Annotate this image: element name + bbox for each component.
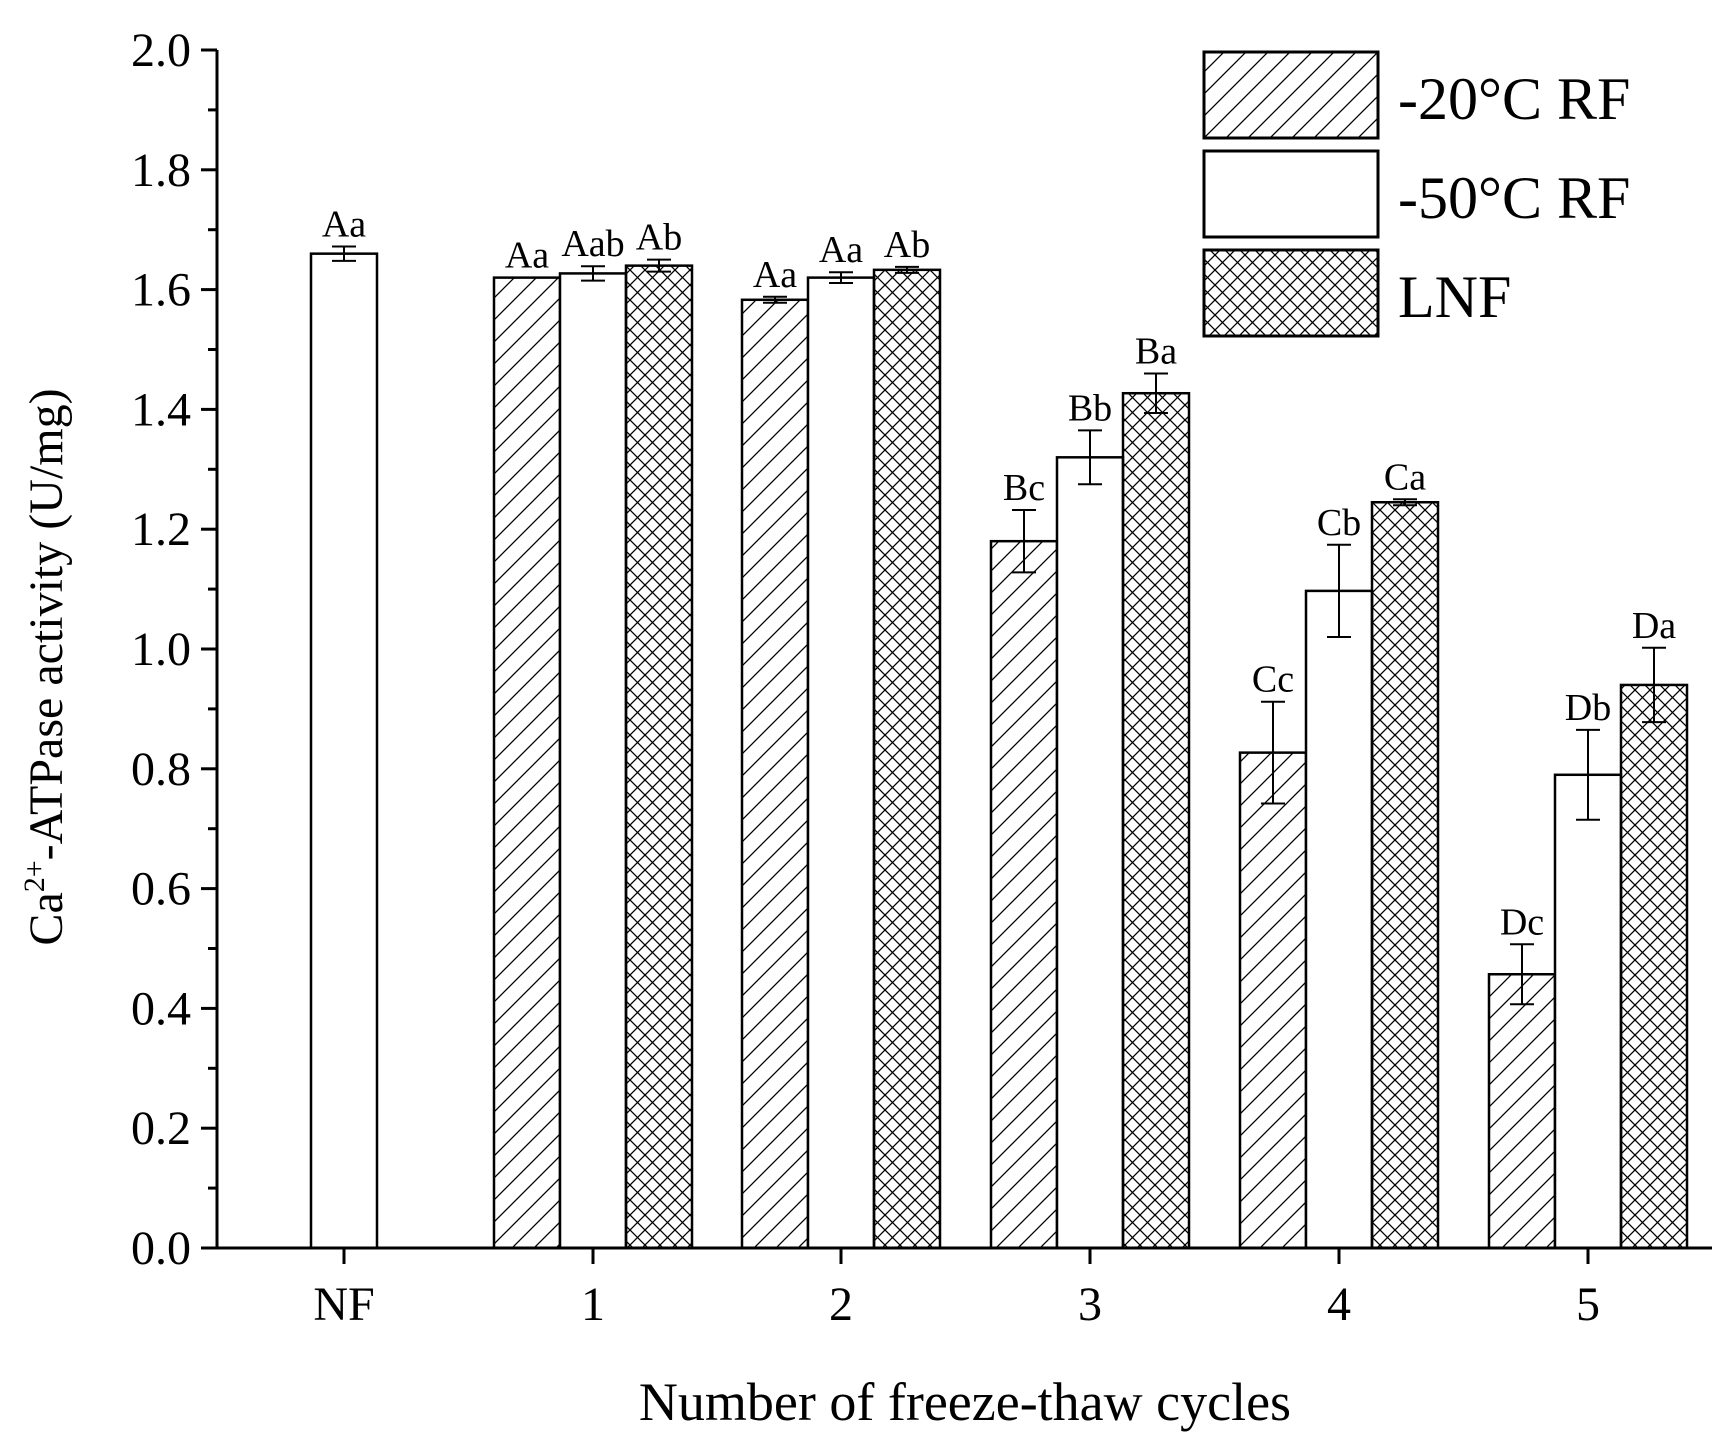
bar-hatch-cycle-2-significance-label: Aa (753, 254, 797, 296)
x-tick-label: 4 (1327, 1278, 1351, 1331)
y-tick-label: 1.8 (131, 144, 191, 197)
bar-hatch-cycle-4 (1238, 751, 1308, 1250)
bar-crosshatch-cycle-1-significance-label: Ab (636, 217, 682, 259)
bar-crosshatch-cycle-3-significance-label: Ba (1135, 330, 1177, 372)
y-tick-label: 0.6 (131, 863, 191, 916)
bar-crosshatch-cycle-3 (1121, 391, 1191, 1250)
x-axis-title: Number of freeze-thaw cycles (639, 1372, 1291, 1432)
bar-crosshatch-cycle-2 (872, 268, 942, 1250)
legend-swatch-hatch (1202, 50, 1380, 140)
bar-none-cycle-2 (806, 276, 876, 1250)
bar-hatch-cycle-4-significance-label: Cc (1252, 659, 1294, 701)
bar-none-cycle-3-significance-label: Bb (1068, 387, 1112, 429)
bar-none-cycle-3 (1055, 456, 1125, 1250)
legend-swatch-plain (1202, 149, 1380, 239)
bar-crosshatch-cycle-5 (1619, 683, 1689, 1250)
legend: -20°C RF -50°C RF LNF (1202, 50, 1630, 338)
bar-hatch-cycle-5 (1487, 973, 1557, 1250)
legend-label-lnf: LNF (1398, 264, 1511, 330)
y-tick-label: 1.2 (131, 503, 191, 556)
bar-nf (309, 252, 379, 1250)
y-tick-label: 1.4 (131, 383, 191, 436)
bar-nf-significance-label: Aa (322, 203, 366, 245)
bar-hatch-cycle-1-significance-label: Aa (505, 235, 549, 277)
legend-label-minus20: -20°C RF (1398, 66, 1630, 132)
bar-crosshatch-cycle-5-significance-label: Da (1632, 605, 1676, 647)
x-tick-label: NF (313, 1278, 374, 1331)
y-tick-label: 0.0 (131, 1222, 191, 1275)
bar-crosshatch-cycle-1 (624, 264, 694, 1250)
bar-none-cycle-1-significance-label: Aab (561, 223, 624, 265)
bar-hatch-cycle-3 (989, 539, 1059, 1250)
bar-none-cycle-5 (1553, 773, 1623, 1250)
y-tick-label: 0.2 (131, 1102, 191, 1155)
legend-swatch-crosshatch (1202, 248, 1380, 338)
bar-crosshatch-cycle-4 (1370, 500, 1440, 1250)
bar-none-cycle-4-significance-label: Cb (1317, 502, 1361, 544)
y-tick-label: 2.0 (131, 24, 191, 77)
bar-hatch-cycle-3-significance-label: Bc (1003, 467, 1045, 509)
y-tick-label: 0.8 (131, 743, 191, 796)
bar-crosshatch-cycle-2-significance-label: Ab (884, 224, 930, 266)
bar-hatch-cycle-1 (492, 276, 562, 1250)
x-tick-label: 1 (581, 1278, 605, 1331)
y-axis-title-main: Ca (20, 892, 73, 945)
legend-label-minus50: -50°C RF (1398, 165, 1630, 231)
x-tick-label: 5 (1576, 1278, 1600, 1331)
y-axis-title: Ca2+-ATPase activity (U/mg) (18, 388, 73, 945)
x-tick-label: 3 (1078, 1278, 1102, 1331)
plot-area: Aa Aa Aa Bc Cc Dc Aab Aa Bb Cb Db Ab Ab Ba Ca Da 0.0 0.2 0… (131, 24, 1712, 1331)
y-axis-title-rest: -ATPase activity (U/mg) (20, 388, 73, 860)
y-tick-label: 1.0 (131, 623, 191, 676)
y-tick-label: 1.6 (131, 264, 191, 317)
bar-none-cycle-5-significance-label: Db (1565, 687, 1611, 729)
y-axis-title-superscript: 2+ (18, 860, 51, 892)
bar-hatch-cycle-5-significance-label: Dc (1500, 901, 1544, 943)
x-tick-label: 2 (829, 1278, 853, 1331)
bar-none-cycle-4 (1304, 589, 1374, 1250)
bar-none-cycle-2-significance-label: Aa (819, 229, 863, 271)
y-tick-label: 0.4 (131, 982, 191, 1035)
bar-crosshatch-cycle-4-significance-label: Ca (1384, 456, 1426, 498)
bar-hatch-cycle-2 (740, 298, 810, 1250)
bar-none-cycle-1 (558, 272, 628, 1250)
